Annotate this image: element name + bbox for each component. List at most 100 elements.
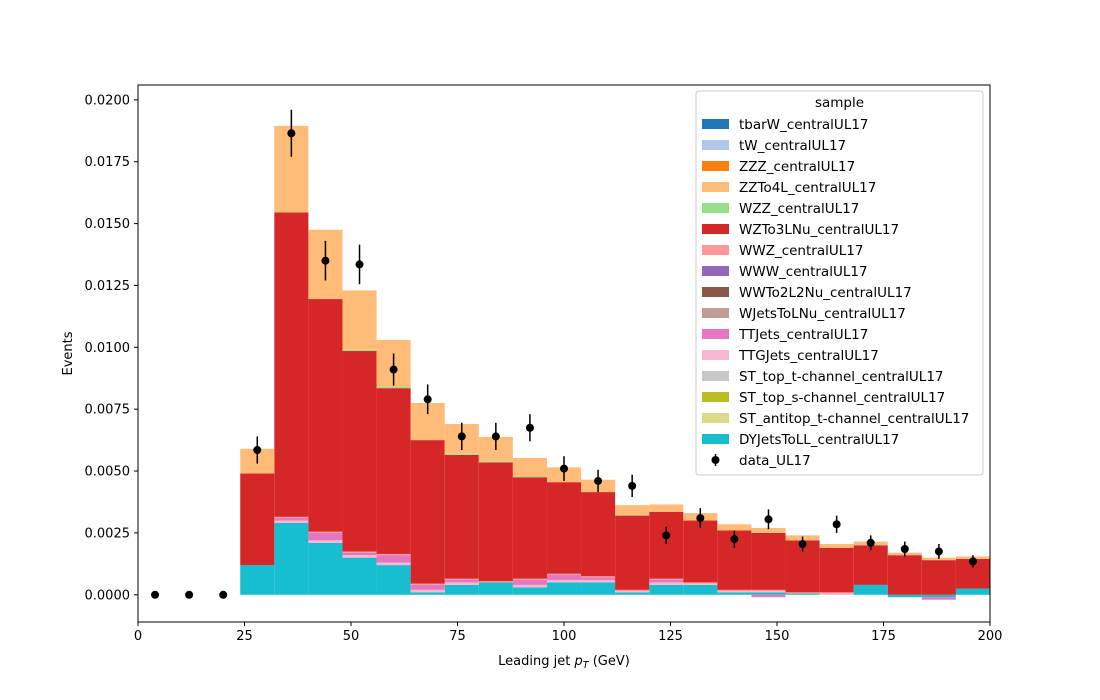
data-point xyxy=(866,538,875,547)
legend-entry: WWW_centralUL17 xyxy=(739,264,868,280)
bar-segment xyxy=(546,579,582,583)
legend-swatch xyxy=(702,308,729,318)
bar-segment xyxy=(308,531,343,533)
legend-box xyxy=(695,90,984,476)
bar-segment xyxy=(717,592,752,595)
bar-segment xyxy=(444,578,479,580)
legend-entry: WWZ_centralUL17 xyxy=(739,243,863,259)
legend-entry: TTJets_centralUL17 xyxy=(738,327,868,343)
data-point xyxy=(968,557,977,566)
bar-segment xyxy=(751,532,786,590)
bar-segment xyxy=(240,473,275,566)
data-point xyxy=(219,590,228,599)
y-tick-label: 0.0125 xyxy=(85,279,131,294)
bar-segment xyxy=(410,440,445,584)
legend-swatch xyxy=(702,161,729,171)
bar-segment xyxy=(512,578,547,580)
bar-segment xyxy=(478,462,513,582)
y-tick-label: 0.0050 xyxy=(85,465,131,480)
data-point xyxy=(560,464,568,473)
legend-swatch xyxy=(702,392,729,402)
bar-segment xyxy=(649,582,684,585)
data-point xyxy=(253,446,262,455)
legend-swatch xyxy=(702,119,729,129)
legend-entry: DYJetsToLL_centralUL17 xyxy=(739,432,899,448)
data-point xyxy=(662,531,671,540)
bar-segment xyxy=(410,592,445,595)
legend-swatch xyxy=(702,287,729,297)
legend-swatch xyxy=(702,182,729,192)
bar-segment xyxy=(308,299,343,532)
data-point xyxy=(730,535,739,544)
bar-segment xyxy=(512,584,547,588)
y-axis-label: Events xyxy=(61,331,76,375)
y-tick-label: 0.0025 xyxy=(85,526,131,541)
data-point xyxy=(491,432,500,441)
bar-segment xyxy=(683,582,718,584)
bar-segment xyxy=(649,511,684,579)
data-point xyxy=(389,365,398,374)
bar-segment xyxy=(819,547,854,593)
bar-segment xyxy=(376,553,411,556)
bar-segment xyxy=(751,594,786,598)
stacked-bars xyxy=(240,125,990,600)
legend-swatch xyxy=(702,203,729,213)
x-axis-label: Leading jet pT (GeV) xyxy=(498,654,630,671)
bar-segment xyxy=(887,594,922,598)
bar-segment xyxy=(581,492,616,577)
bar-segment xyxy=(751,591,786,593)
y-axis: 0.0000 0.0025 0.0050 0.0075 0.0100 0.0125 0.01… xyxy=(85,93,138,603)
data-point xyxy=(355,260,364,269)
bar-segment xyxy=(274,520,309,524)
bar-segment xyxy=(785,593,820,595)
legend-entry: WZTo3LNu_centralUL17 xyxy=(739,222,899,238)
data-point xyxy=(525,423,534,432)
bar-segment xyxy=(308,540,343,543)
bar-segment xyxy=(342,290,377,350)
bar-segment xyxy=(376,386,411,389)
bar-segment xyxy=(649,578,684,580)
bar-segment xyxy=(615,515,650,590)
data-point xyxy=(798,540,807,549)
bar-segment xyxy=(751,527,786,533)
bar-segment xyxy=(410,589,445,593)
y-tick-label: 0.0000 xyxy=(85,588,131,603)
bar-segment xyxy=(376,565,411,595)
legend-entry: WZZ_centralUL17 xyxy=(739,201,859,217)
legend-entry: data_UL17 xyxy=(739,453,811,469)
legend-entry: ZZZ_centralUL17 xyxy=(739,159,855,175)
y-tick-label: 0.0200 xyxy=(85,93,131,108)
bar-segment xyxy=(751,592,786,595)
bar-segment xyxy=(717,591,752,593)
x-tick-label: 50 xyxy=(343,629,360,644)
bar-segment xyxy=(751,589,786,592)
bar-segment xyxy=(683,583,718,585)
data-point xyxy=(457,432,466,441)
x-tick-label: 75 xyxy=(449,629,466,644)
data-point xyxy=(900,544,909,553)
bar-segment xyxy=(921,560,956,595)
bar-segment xyxy=(376,388,411,554)
bar-segment xyxy=(683,520,718,583)
bar-segment xyxy=(274,523,309,595)
bar-segment xyxy=(274,518,309,521)
legend-marker xyxy=(711,456,720,464)
x-tick-label: 200 xyxy=(978,629,1003,644)
x-tick-label: 0 xyxy=(134,629,142,644)
bar-segment xyxy=(649,584,684,595)
data-point xyxy=(764,515,773,524)
bar-segment xyxy=(444,454,479,579)
legend-entry: TTGJets_centralUL17 xyxy=(738,348,879,364)
bar-segment xyxy=(444,453,479,455)
legend-swatch xyxy=(702,371,729,381)
bar-segment xyxy=(240,565,275,595)
bar-segment xyxy=(921,597,956,600)
bar-segment xyxy=(274,516,309,519)
legend-entry: WWTo2L2Nu_centralUL17 xyxy=(739,285,912,301)
legend: sample tbarW_centralUL17 tW_centralUL17 ZZZ… xyxy=(695,90,984,476)
data-point xyxy=(628,481,637,490)
bar-segment xyxy=(308,532,343,541)
data-point xyxy=(934,547,943,556)
y-tick-label: 0.0150 xyxy=(85,217,131,232)
